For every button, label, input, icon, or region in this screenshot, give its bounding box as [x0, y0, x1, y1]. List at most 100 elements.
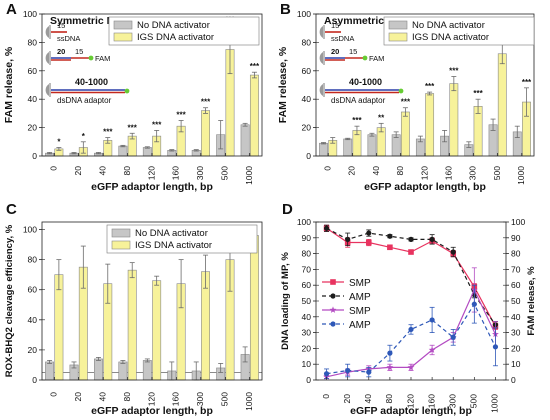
panel-c-x-axis-label: eGFP adaptor length, bp: [91, 405, 213, 417]
panel-a-ytick-label: 40: [28, 94, 38, 104]
panel-c-ytick-label: 60: [28, 285, 38, 295]
panel-b-significance-mark: ***: [425, 82, 435, 91]
panel-d-data-point: [323, 371, 330, 377]
panel-d-xtick-label: 500: [469, 394, 479, 408]
panel-b-title: Asymmetric MP: [324, 15, 403, 27]
panel-d-ytick-label: 60: [511, 280, 521, 290]
panel-d-ytick-label: 20: [511, 343, 521, 353]
panel-b-diagram-label: 15: [331, 21, 339, 30]
panel-d-data-point: [345, 236, 351, 242]
panel-b-legend-swatch: [388, 20, 408, 30]
panel-c-legend-swatch: [111, 228, 131, 238]
panel-b-particle-icon: [319, 26, 323, 38]
panel-c-ytick-label: 80: [28, 255, 38, 265]
panel-d-ytick-label: 20: [302, 343, 312, 353]
panel-d-legend-marker: [330, 321, 336, 327]
panel-d-plot-frame: [315, 221, 507, 381]
panel-b-fam-dot: [398, 88, 404, 94]
panel-d-ytick-label: 60: [302, 280, 312, 290]
panel-d-data-point: [429, 317, 435, 323]
panel-d-ytick-label: 10: [511, 359, 521, 369]
panel-d-series-line: [326, 302, 496, 375]
panel-c-y-axis-label: ROX-BHQ2 cleavage efficiency, %: [4, 224, 15, 377]
panel-a-significance-mark: ***: [250, 62, 260, 71]
panel-a-diagram-label: ssDNA: [57, 34, 80, 43]
panel-a-bar-igs-activator: [249, 74, 259, 157]
panel-d-data-point: [450, 334, 456, 340]
panel-c-ytick-label: 20: [28, 345, 38, 355]
panel-d-xtick-label: 20: [342, 394, 352, 404]
panel-c-xtick-label: 300: [195, 392, 205, 406]
panel-a-significance-mark: ***: [128, 123, 138, 132]
panel-b-diagram-label: dsDNA adaptor: [331, 96, 386, 105]
panel-b-xtick-label: 500: [492, 166, 502, 180]
panel-c-ytick-label: 100: [23, 225, 37, 235]
panel-c-xtick-label: 0: [48, 392, 58, 397]
panel-d-ytick-label: 30: [302, 328, 312, 338]
panel-b-particle-icon: [319, 52, 323, 64]
panel-a-xtick-label: 500: [220, 166, 230, 180]
panel-a-diagram-label: 15: [75, 47, 83, 56]
panel-d-data-point: [428, 346, 436, 353]
panel-a: A***********************0204060801000204…: [3, 1, 263, 193]
panel-b-xtick-label: 20: [347, 166, 357, 176]
panel-b-xtick-label: 1000: [516, 166, 526, 185]
panel-d-y2-axis-label: FAM release, %: [526, 266, 537, 336]
panel-c-xtick-label: 80: [122, 392, 132, 402]
panel-c-xtick-label: 1000: [244, 392, 254, 411]
panel-d-ytick-label: 10: [302, 359, 312, 369]
panel-b-xtick-label: 160: [443, 166, 453, 180]
panel-c-bar-igs-activator: [127, 269, 137, 381]
panel-a-legend-label: No DNA activator: [137, 20, 210, 31]
panel-a-significance-mark: *: [82, 132, 86, 141]
panel-c-bar-igs-activator: [249, 235, 259, 381]
panel-d: D010203040506070809010001020304050607080…: [280, 201, 537, 417]
panel-d-ytick-label: 50: [511, 296, 521, 306]
panel-b-diagram-label: 20: [331, 47, 339, 56]
panel-c-xtick-label: 160: [171, 392, 181, 406]
panel-a-xtick-label: 160: [171, 166, 181, 180]
panel-b-xtick-label: 40: [371, 166, 381, 176]
panel-a-ytick-label: 20: [28, 123, 38, 133]
panel-c-letter: C: [6, 201, 17, 218]
panel-b-x-axis-label: eGFP adaptor length, bp: [364, 181, 486, 193]
panel-b-diagram-label: FAM: [369, 54, 384, 63]
panel-d-data-point: [366, 369, 372, 375]
panel-c-bar-igs-activator: [54, 274, 64, 381]
panel-d-data-point: [366, 230, 372, 236]
panel-a-y-axis-label: FAM release, %: [3, 46, 15, 123]
panel-b-significance-mark: ***: [522, 78, 532, 87]
panel-d-data-point: [387, 350, 393, 356]
panel-c-legend-label: No DNA activator: [135, 228, 208, 239]
panel-d-xtick-label: 40: [363, 394, 373, 404]
panel-c-bar-no-activator: [45, 361, 55, 381]
panel-b: B***********************0204060801000204…: [277, 1, 535, 193]
panel-d-ytick-label: 0: [306, 375, 311, 385]
panel-a-diagram-label: 40-1000: [75, 77, 108, 87]
panel-b-ytick-label: 60: [302, 66, 312, 76]
panel-a-ytick-label: 60: [28, 66, 38, 76]
panel-a-xtick-label: 120: [146, 166, 156, 180]
panel-b-bar-igs-activator: [449, 83, 459, 157]
panel-d-data-point: [323, 225, 330, 231]
panel-a-diagram-label: dsDNA adaptor: [57, 96, 112, 105]
panel-a-significance-mark: ***: [201, 98, 211, 107]
panel-d-ytick-label: 70: [511, 264, 521, 274]
panel-c-xtick-label: 20: [73, 392, 83, 402]
panel-b-bar-no-activator: [343, 138, 353, 157]
panel-b-bar-no-activator: [319, 142, 328, 157]
panel-d-data-point: [387, 244, 393, 251]
panel-a-letter: A: [6, 1, 17, 18]
panel-a-xtick-label: 0: [48, 166, 58, 171]
panel-a-ytick-label: 100: [23, 9, 37, 19]
panel-a-significance-mark: ***: [152, 120, 162, 129]
panel-d-legend-marker: [330, 279, 336, 285]
panel-d-xtick-label: 80: [384, 394, 394, 404]
panel-b-y-axis-label: FAM release, %: [277, 46, 289, 123]
panel-a-fam-dot: [88, 55, 94, 61]
panel-a-bar-no-activator: [240, 124, 250, 157]
panel-b-bar-igs-activator: [400, 111, 410, 157]
panel-d-data-point: [492, 344, 499, 350]
panel-a-xtick-label: 20: [73, 166, 83, 176]
